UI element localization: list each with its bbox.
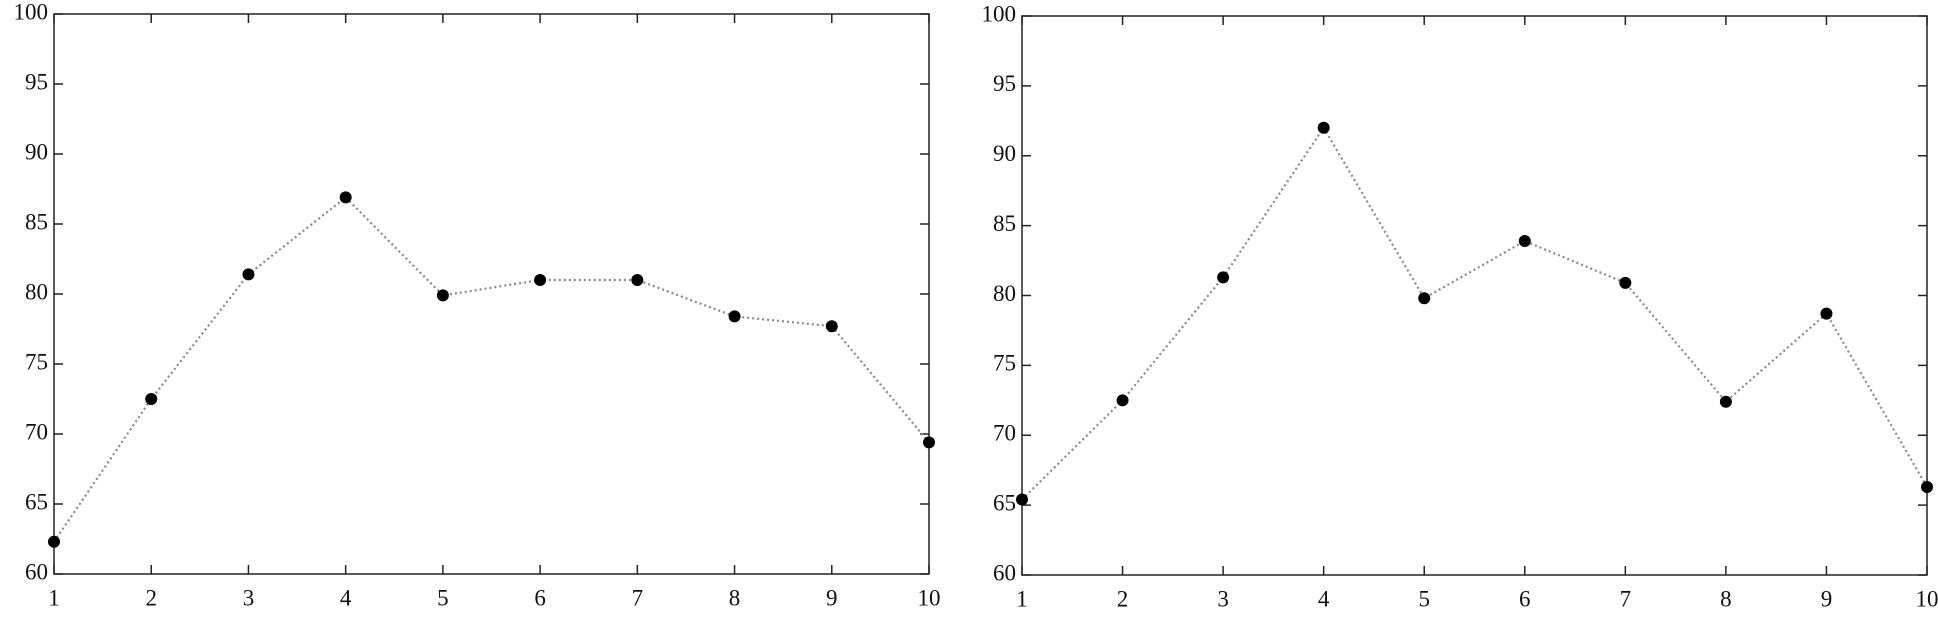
data-point xyxy=(631,274,644,286)
data-point xyxy=(339,191,352,204)
data-point xyxy=(48,535,60,548)
plot-frame xyxy=(53,13,930,575)
plot-frame xyxy=(1021,15,1928,576)
x-tick-label: 3 xyxy=(243,585,255,610)
x-tick-label: 4 xyxy=(340,585,352,610)
x-tick-label: 7 xyxy=(1620,586,1632,611)
x-tick-label: 2 xyxy=(1117,586,1129,611)
y-tick-label: 70 xyxy=(993,421,1016,446)
y-tick-label: 60 xyxy=(993,560,1016,585)
data-point xyxy=(825,320,838,333)
x-tick-label: 9 xyxy=(826,585,838,610)
y-tick-label: 95 xyxy=(993,71,1016,96)
data-point xyxy=(923,436,935,449)
y-tick-label: 75 xyxy=(993,351,1016,376)
y-tick-label: 85 xyxy=(25,209,48,234)
y-tick-label: 90 xyxy=(25,139,48,164)
y-tick-label: 80 xyxy=(993,281,1016,306)
y-tick-label: 60 xyxy=(25,559,48,584)
y-tick-label: 100 xyxy=(982,1,1017,26)
data-point xyxy=(436,289,449,302)
x-tick-label: 3 xyxy=(1217,586,1229,611)
data-point xyxy=(1217,271,1230,284)
data-line xyxy=(53,195,930,543)
data-line xyxy=(1021,125,1928,501)
y-tick-label: 70 xyxy=(25,419,48,444)
data-point xyxy=(1418,292,1431,305)
x-tick-label: 10 xyxy=(1916,586,1938,611)
data-point xyxy=(145,393,158,405)
x-tick-label: 7 xyxy=(632,585,644,610)
data-point xyxy=(1317,121,1330,134)
x-tick-label: 1 xyxy=(1016,586,1028,611)
x-tick-label: 10 xyxy=(918,585,941,610)
data-point xyxy=(534,274,547,286)
data-point xyxy=(1921,480,1933,493)
data-point xyxy=(1820,307,1833,320)
data-point xyxy=(1116,394,1129,407)
y-tick-label: 85 xyxy=(993,211,1016,236)
x-tick-label: 9 xyxy=(1821,586,1833,611)
data-point xyxy=(1518,234,1531,247)
data-point xyxy=(728,310,741,323)
y-tick-label: 95 xyxy=(25,69,48,94)
x-tick-label: 1 xyxy=(48,585,60,610)
data-point xyxy=(1016,493,1028,506)
y-tick-label: 65 xyxy=(25,489,48,514)
x-tick-label: 6 xyxy=(1519,586,1531,611)
y-tick-label: 65 xyxy=(993,490,1016,515)
x-tick-label: 6 xyxy=(534,585,546,610)
y-tick-label: 80 xyxy=(25,279,48,304)
x-tick-label: 5 xyxy=(1418,586,1430,611)
y-tick-label: 90 xyxy=(993,141,1016,166)
x-tick-label: 2 xyxy=(145,585,157,610)
x-tick-label: 4 xyxy=(1318,586,1330,611)
x-tick-label: 5 xyxy=(437,585,449,610)
x-tick-label: 8 xyxy=(1720,586,1732,611)
data-point xyxy=(1619,276,1632,289)
x-tick-label: 8 xyxy=(729,585,741,610)
data-point xyxy=(242,268,255,281)
data-point xyxy=(1719,395,1732,408)
y-tick-label: 100 xyxy=(14,0,49,24)
y-tick-label: 75 xyxy=(25,349,48,374)
